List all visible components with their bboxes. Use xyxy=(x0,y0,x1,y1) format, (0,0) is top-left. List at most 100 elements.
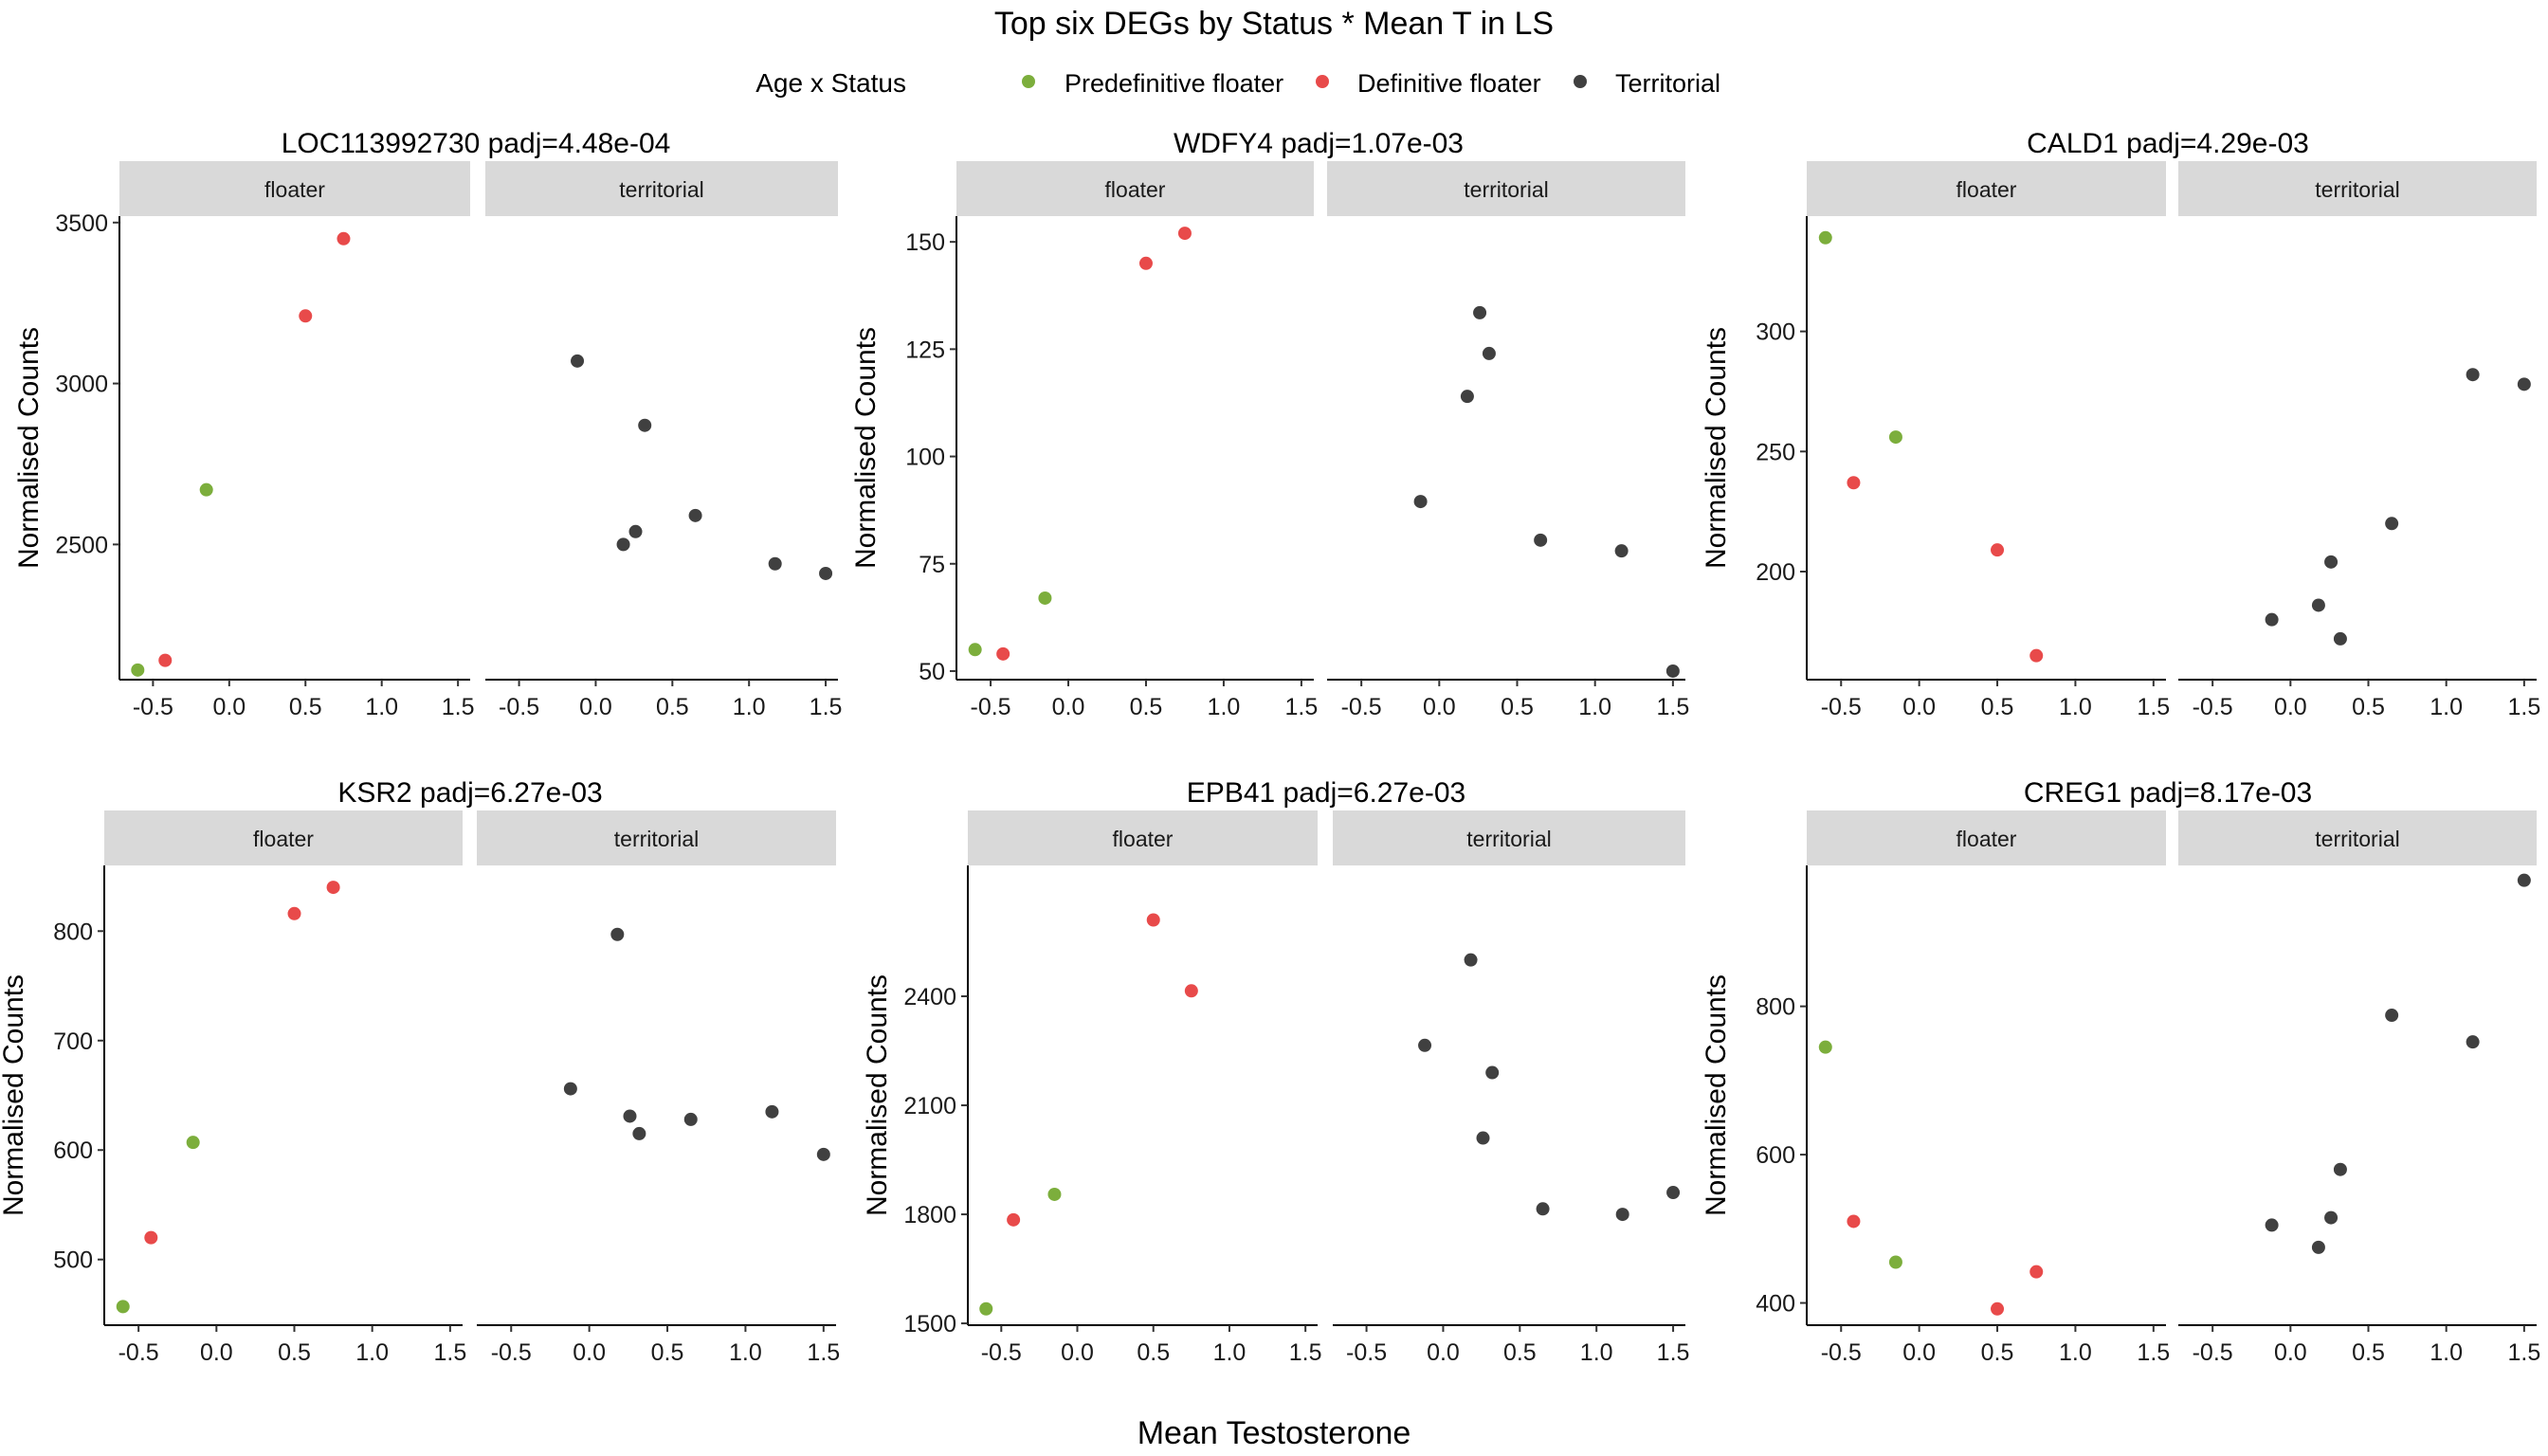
x-tick-label: 0.5 xyxy=(1130,694,1163,720)
data-point xyxy=(768,556,782,571)
x-tick-label: -0.5 xyxy=(1821,694,1862,720)
panel-2: WDFY4 padj=1.07e-03 Normalised Counts floa… xyxy=(850,128,1689,720)
legend-label-predefinitive: Predefinitive floater xyxy=(1065,69,1283,98)
y-tick-label: 600 xyxy=(1756,1142,1795,1169)
facet-strip-floater xyxy=(1807,161,2166,216)
facet-strip-label: floater xyxy=(1105,177,1166,202)
facet-strip-floater xyxy=(104,810,463,865)
x-tick-label: 0.0 xyxy=(573,1339,606,1366)
y-tick-label: 100 xyxy=(905,445,945,471)
data-point xyxy=(1534,533,1548,547)
data-point xyxy=(1047,1187,1062,1201)
x-tick-label: 0.0 xyxy=(200,1339,233,1366)
legend-label-definitive: Definitive floater xyxy=(1357,69,1541,98)
data-point xyxy=(1888,430,1902,445)
x-tick-label: 1.0 xyxy=(729,1339,762,1366)
x-tick-label: 1.0 xyxy=(2059,694,2092,720)
x-tick-label: 1.0 xyxy=(355,1339,389,1366)
y-tick-label: 250 xyxy=(1756,439,1795,465)
x-tick-label: 1.5 xyxy=(433,1339,466,1366)
legend-marker-territorial xyxy=(1574,75,1587,88)
facet-strip-label: floater xyxy=(1956,827,2017,851)
x-tick-label: 1.5 xyxy=(2137,694,2170,720)
data-point xyxy=(1476,1131,1490,1145)
facet-strip-label: territorial xyxy=(2315,177,2399,202)
facet-strip-label: floater xyxy=(264,177,325,202)
data-point xyxy=(337,231,351,246)
panel-4: KSR2 padj=6.27e-03 Normalised Counts float… xyxy=(0,777,840,1366)
x-tick-label: -0.5 xyxy=(133,694,173,720)
data-point xyxy=(1818,1040,1832,1054)
data-point xyxy=(1847,1214,1861,1228)
x-tick-label: 1.0 xyxy=(2059,1339,2092,1366)
x-tick-label: 1.0 xyxy=(1578,694,1611,720)
x-tick-label: 0.5 xyxy=(278,1339,311,1366)
y-tick-label: 2100 xyxy=(903,1093,956,1119)
data-point xyxy=(1536,1202,1550,1216)
facet-strip-label: territorial xyxy=(614,827,699,851)
legend: Age x Status Predefinitive floater Defin… xyxy=(755,68,1720,98)
data-point xyxy=(1666,1186,1681,1200)
x-tick-label: -0.5 xyxy=(1346,1339,1387,1366)
legend-marker-predefinitive xyxy=(1022,75,1035,88)
panel-6: CREG1 padj=8.17e-03 Normalised Counts floa… xyxy=(1701,777,2540,1366)
x-tick-label: 0.0 xyxy=(2274,1339,2307,1366)
data-point xyxy=(1485,1065,1500,1080)
facet-strip-territorial xyxy=(1327,161,1685,216)
data-point xyxy=(2466,1035,2480,1049)
data-point xyxy=(1615,1208,1629,1222)
data-point xyxy=(131,663,145,677)
x-tick-label: 0.0 xyxy=(1423,694,1456,720)
data-point xyxy=(1138,256,1153,270)
x-tick-label: 0.5 xyxy=(656,694,689,720)
shared-x-axis-label: Mean Testosterone xyxy=(1138,1415,1411,1451)
x-tick-label: 1.0 xyxy=(2430,694,2463,720)
y-axis-label: Normalised Counts xyxy=(0,974,29,1216)
x-tick-label: 1.0 xyxy=(1580,1339,1613,1366)
data-point xyxy=(563,1082,577,1096)
data-point xyxy=(979,1301,993,1316)
panel-title: EPB41 padj=6.27e-03 xyxy=(1187,777,1465,809)
x-tick-label: 0.5 xyxy=(1503,1339,1537,1366)
data-point xyxy=(186,1136,200,1150)
y-tick-label: 200 xyxy=(1756,559,1795,586)
data-point xyxy=(2029,648,2044,663)
data-point xyxy=(199,482,213,497)
y-tick-label: 50 xyxy=(919,659,945,685)
x-tick-label: -0.5 xyxy=(118,1339,159,1366)
data-point xyxy=(1991,543,2005,557)
x-tick-label: 0.5 xyxy=(1981,694,2014,720)
x-tick-label: -0.5 xyxy=(491,1339,532,1366)
data-point xyxy=(765,1104,779,1119)
data-point xyxy=(2324,555,2339,569)
data-point xyxy=(2385,1009,2399,1023)
data-point xyxy=(623,1109,637,1123)
facet-strip-territorial xyxy=(477,810,836,865)
figure-title: Top six DEGs by Status * Mean T in LS xyxy=(994,6,1554,42)
panel-title: CREG1 padj=8.17e-03 xyxy=(2024,777,2312,809)
data-point xyxy=(2311,598,2325,612)
x-tick-label: 0.0 xyxy=(212,694,246,720)
data-point xyxy=(816,1147,830,1161)
data-point xyxy=(326,881,340,895)
x-tick-label: 1.0 xyxy=(733,694,766,720)
x-tick-label: 1.5 xyxy=(1285,694,1319,720)
data-point xyxy=(638,418,652,432)
x-tick-label: -0.5 xyxy=(2193,694,2233,720)
data-point xyxy=(968,643,982,657)
y-tick-label: 150 xyxy=(905,229,945,256)
data-point xyxy=(819,566,833,580)
data-point xyxy=(996,646,1010,661)
y-tick-label: 3000 xyxy=(55,372,108,398)
x-tick-label: 0.0 xyxy=(1061,1339,1094,1366)
panel-1: LOC113992730 padj=4.48e-04 Normalised Cou… xyxy=(13,128,842,720)
facet-strip-territorial xyxy=(485,161,838,216)
x-tick-label: 0.5 xyxy=(1501,694,1534,720)
data-point xyxy=(1473,305,1487,319)
data-point xyxy=(628,524,643,538)
y-tick-label: 500 xyxy=(53,1247,93,1274)
y-tick-label: 300 xyxy=(1756,319,1795,346)
facet-strip-floater xyxy=(119,161,470,216)
data-point xyxy=(2333,1162,2347,1176)
facet-strip-territorial xyxy=(2178,810,2537,865)
